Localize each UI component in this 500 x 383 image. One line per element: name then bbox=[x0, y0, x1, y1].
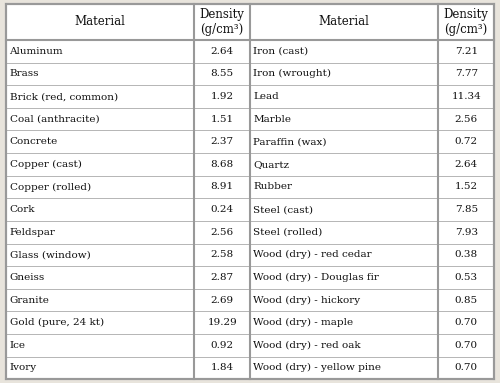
Text: Wood (dry) - red cedar: Wood (dry) - red cedar bbox=[254, 250, 372, 259]
Text: 7.77: 7.77 bbox=[454, 69, 478, 79]
Text: Iron (cast): Iron (cast) bbox=[254, 47, 308, 56]
Text: 7.21: 7.21 bbox=[454, 47, 478, 56]
Text: Coal (anthracite): Coal (anthracite) bbox=[10, 115, 99, 124]
Text: Density
(g/cm³): Density (g/cm³) bbox=[200, 8, 244, 36]
Text: Cork: Cork bbox=[10, 205, 35, 214]
Text: 7.85: 7.85 bbox=[454, 205, 478, 214]
Text: Density
(g/cm³): Density (g/cm³) bbox=[444, 8, 488, 36]
Text: 0.38: 0.38 bbox=[454, 250, 478, 259]
Text: Ivory: Ivory bbox=[10, 363, 36, 372]
Text: 2.56: 2.56 bbox=[454, 115, 478, 124]
Text: Marble: Marble bbox=[254, 115, 292, 124]
Text: 19.29: 19.29 bbox=[208, 318, 237, 327]
Text: Steel (cast): Steel (cast) bbox=[254, 205, 314, 214]
Text: Wood (dry) - yellow pine: Wood (dry) - yellow pine bbox=[254, 363, 382, 372]
Text: Brick (red, common): Brick (red, common) bbox=[10, 92, 118, 101]
Text: 2.56: 2.56 bbox=[210, 228, 234, 237]
Text: 1.84: 1.84 bbox=[210, 363, 234, 372]
Text: Quartz: Quartz bbox=[254, 160, 290, 169]
Text: 2.87: 2.87 bbox=[210, 273, 234, 282]
Text: 1.52: 1.52 bbox=[454, 182, 478, 192]
Text: 0.85: 0.85 bbox=[454, 296, 478, 304]
Text: Iron (wrought): Iron (wrought) bbox=[254, 69, 332, 79]
Text: 0.24: 0.24 bbox=[210, 205, 234, 214]
Text: Copper (rolled): Copper (rolled) bbox=[10, 182, 90, 192]
Text: Aluminum: Aluminum bbox=[10, 47, 63, 56]
Text: 1.51: 1.51 bbox=[210, 115, 234, 124]
Text: 1.92: 1.92 bbox=[210, 92, 234, 101]
Text: Wood (dry) - red oak: Wood (dry) - red oak bbox=[254, 341, 361, 350]
Text: Rubber: Rubber bbox=[254, 182, 292, 192]
Text: 0.70: 0.70 bbox=[454, 318, 478, 327]
Text: 0.70: 0.70 bbox=[454, 363, 478, 372]
Text: Brass: Brass bbox=[10, 69, 39, 79]
Text: Glass (window): Glass (window) bbox=[10, 250, 90, 259]
Text: Wood (dry) - hickory: Wood (dry) - hickory bbox=[254, 295, 360, 304]
Text: Gold (pure, 24 kt): Gold (pure, 24 kt) bbox=[10, 318, 104, 327]
Text: 0.53: 0.53 bbox=[454, 273, 478, 282]
Text: Granite: Granite bbox=[10, 296, 50, 304]
Text: 8.55: 8.55 bbox=[210, 69, 234, 79]
Text: Concrete: Concrete bbox=[10, 137, 58, 146]
Text: 2.37: 2.37 bbox=[210, 137, 234, 146]
Text: Paraffin (wax): Paraffin (wax) bbox=[254, 137, 327, 146]
Text: Wood (dry) - Douglas fir: Wood (dry) - Douglas fir bbox=[254, 273, 380, 282]
Text: 2.69: 2.69 bbox=[210, 296, 234, 304]
Text: Feldspar: Feldspar bbox=[10, 228, 56, 237]
Text: 0.70: 0.70 bbox=[454, 341, 478, 350]
Text: Wood (dry) - maple: Wood (dry) - maple bbox=[254, 318, 354, 327]
Text: Ice: Ice bbox=[10, 341, 26, 350]
Text: 2.64: 2.64 bbox=[210, 47, 234, 56]
Text: 7.93: 7.93 bbox=[454, 228, 478, 237]
Text: 2.64: 2.64 bbox=[454, 160, 478, 169]
Text: Steel (rolled): Steel (rolled) bbox=[254, 228, 322, 237]
Text: Material: Material bbox=[75, 15, 126, 28]
Text: 8.68: 8.68 bbox=[210, 160, 234, 169]
Text: Lead: Lead bbox=[254, 92, 279, 101]
Text: 8.91: 8.91 bbox=[210, 182, 234, 192]
Text: 2.58: 2.58 bbox=[210, 250, 234, 259]
Text: Gneiss: Gneiss bbox=[10, 273, 45, 282]
Text: Copper (cast): Copper (cast) bbox=[10, 160, 82, 169]
Text: 0.92: 0.92 bbox=[210, 341, 234, 350]
Text: Material: Material bbox=[319, 15, 370, 28]
Text: 0.72: 0.72 bbox=[454, 137, 478, 146]
Text: 11.34: 11.34 bbox=[452, 92, 481, 101]
